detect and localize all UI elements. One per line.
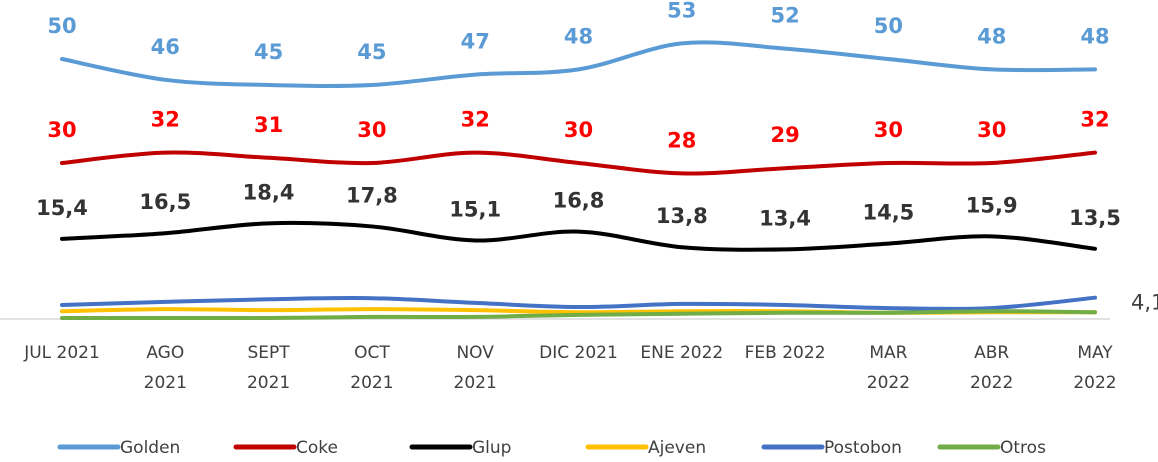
data-label: 15,4 (36, 196, 88, 220)
legend-label: Golden (120, 438, 180, 458)
x-tick-label: AGO 2021 (143, 343, 187, 393)
data-label: 31 (254, 113, 283, 137)
data-label: 13,8 (656, 204, 708, 228)
series-line (60, 150, 1097, 176)
data-label: 30 (874, 118, 903, 142)
data-label: 48 (1080, 24, 1109, 48)
data-label: 28 (667, 128, 696, 152)
legend-label: Ajeven (648, 438, 706, 458)
series-line (60, 220, 1097, 252)
data-label: 50 (47, 14, 76, 38)
data-label: 15,9 (966, 193, 1018, 217)
x-tick-label: DIC 2021 (539, 343, 618, 363)
x-tick-label: NOV 2021 (453, 343, 497, 393)
data-label: 29 (770, 123, 799, 147)
data-label: 30 (357, 118, 386, 142)
data-label: 18,4 (243, 180, 295, 204)
data-label: 30 (564, 118, 593, 142)
data-label: 17,8 (346, 183, 398, 207)
x-tick-label: ABR 2022 (970, 343, 1014, 393)
data-label: 50 (874, 14, 903, 38)
series-line (60, 40, 1097, 88)
data-label: 16,8 (553, 189, 605, 213)
data-label: 13,5 (1069, 206, 1121, 230)
legend-label: Glup (472, 438, 511, 458)
x-tick-label: MAY 2022 (1073, 343, 1117, 393)
x-tick-label: FEB 2022 (744, 343, 826, 363)
data-label: 48 (564, 24, 593, 48)
x-tick-label: ENE 2022 (640, 343, 724, 363)
legend-label: Postobon (824, 438, 902, 458)
x-tick-label: MAR 2022 (866, 343, 911, 393)
data-label: 48 (977, 24, 1006, 48)
data-label: 16,5 (139, 190, 191, 214)
data-label: 52 (770, 4, 799, 28)
x-tick-label: SEPT 2021 (246, 343, 291, 393)
data-label: 14,5 (862, 201, 914, 225)
legend-label: Coke (296, 438, 338, 458)
data-label: 32 (461, 108, 490, 132)
data-label: 13,4 (759, 206, 811, 230)
data-label: 30 (977, 118, 1006, 142)
data-label: 32 (151, 108, 180, 132)
data-label: 45 (254, 40, 283, 64)
legend-label: Otros (1000, 438, 1046, 458)
data-label: 30 (47, 118, 76, 142)
data-label: 46 (151, 35, 180, 59)
data-label: 4,1 (1131, 291, 1158, 315)
data-label: 47 (461, 30, 490, 54)
data-label: 15,1 (449, 197, 501, 221)
series-line (60, 309, 1097, 321)
data-label: 45 (357, 40, 386, 64)
x-tick-label: OCT 2021 (350, 343, 394, 393)
data-label: 53 (667, 0, 696, 22)
data-label: 32 (1080, 108, 1109, 132)
series-line (60, 295, 1097, 311)
x-tick-label: JUL 2021 (24, 343, 100, 363)
